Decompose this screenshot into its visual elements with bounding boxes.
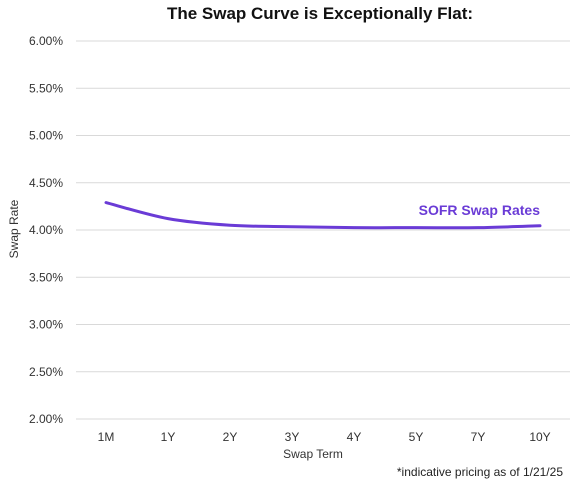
x-tick-label: 5Y — [409, 430, 424, 444]
x-axis-ticks: 1M 1Y 2Y 3Y 4Y 5Y 7Y 10Y — [98, 430, 551, 444]
y-axis-label: Swap Rate — [7, 199, 21, 258]
x-tick-label: 10Y — [529, 430, 550, 444]
y-tick-label: 6.00% — [29, 34, 63, 48]
y-tick-label: 2.00% — [29, 412, 63, 426]
y-tick-label: 3.50% — [29, 270, 63, 284]
x-tick-label: 7Y — [471, 430, 486, 444]
x-tick-label: 2Y — [223, 430, 238, 444]
y-tick-label: 5.00% — [29, 129, 63, 143]
y-tick-label: 5.50% — [29, 81, 63, 95]
chart-title: The Swap Curve is Exceptionally Flat: — [167, 4, 473, 23]
gridlines — [76, 40, 570, 420]
series-layer — [104, 201, 542, 230]
x-tick-label: 3Y — [285, 430, 300, 444]
y-tick-label: 4.00% — [29, 223, 63, 237]
x-axis-label: Swap Term — [283, 447, 343, 461]
y-tick-label: 4.50% — [29, 176, 63, 190]
y-axis-ticks: 6.00% 5.50% 5.00% 4.50% 4.00% 3.50% 3.00% 2.50%… — [29, 34, 63, 426]
x-tick-label: 1Y — [161, 430, 176, 444]
y-tick-label: 3.00% — [29, 318, 63, 332]
footnote: *indicative pricing as of 1/21/25 — [397, 465, 563, 479]
x-tick-label: 1M — [98, 430, 115, 444]
x-tick-label: 4Y — [347, 430, 362, 444]
series-label-sofr: SOFR Swap Rates — [419, 202, 541, 218]
y-tick-label: 2.50% — [29, 365, 63, 379]
